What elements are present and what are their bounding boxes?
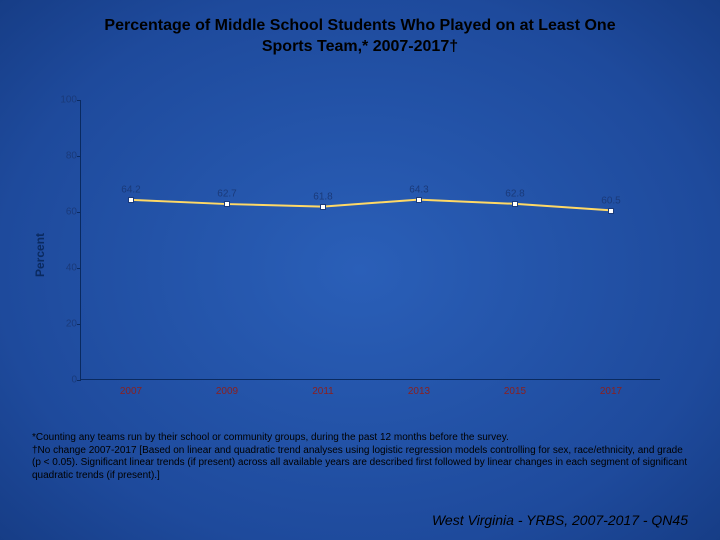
footnotes: *Counting any teams run by their school …: [32, 432, 688, 482]
data-point-label: 61.8: [313, 192, 332, 203]
chart-title: Percentage of Middle School Students Who…: [0, 0, 720, 66]
source-citation: West Virginia - YRBS, 2007-2017 - QN45: [432, 512, 688, 528]
y-tick-label: 0: [53, 375, 77, 386]
data-point-label: 64.2: [121, 185, 140, 196]
data-point-label: 62.8: [505, 189, 524, 200]
title-line-1: Percentage of Middle School Students Who…: [104, 17, 615, 34]
data-point-marker: [320, 204, 326, 210]
x-tick-label: 2017: [600, 386, 622, 397]
x-tick-label: 2015: [504, 386, 526, 397]
y-tick-label: 80: [53, 151, 77, 162]
line-series: [81, 100, 660, 379]
footnote-star: *Counting any teams run by their school …: [32, 432, 509, 443]
data-point-marker: [224, 201, 230, 207]
y-tick-label: 60: [53, 207, 77, 218]
data-point-marker: [512, 201, 518, 207]
data-point-marker: [128, 197, 134, 203]
data-point-label: 64.3: [409, 185, 428, 196]
title-line-2: Sports Team,* 2007-2017†: [262, 38, 458, 55]
data-point-label: 62.7: [217, 189, 236, 200]
footnote-dagger: †No change 2007-2017 [Based on linear an…: [32, 445, 687, 481]
y-axis-label: Percent: [33, 233, 47, 277]
y-tick-label: 20: [53, 319, 77, 330]
x-tick-label: 2007: [120, 386, 142, 397]
plot-region: 020406080100200764.2200962.7201161.82013…: [80, 100, 660, 380]
data-point-marker: [608, 208, 614, 214]
data-point-marker: [416, 197, 422, 203]
chart-area: Percent 020406080100200764.2200962.72011…: [50, 100, 670, 410]
y-tick-label: 40: [53, 263, 77, 274]
x-tick-label: 2013: [408, 386, 430, 397]
x-tick-label: 2011: [312, 386, 334, 397]
data-point-label: 60.5: [601, 195, 620, 206]
y-tick-label: 100: [53, 95, 77, 106]
x-tick-label: 2009: [216, 386, 238, 397]
